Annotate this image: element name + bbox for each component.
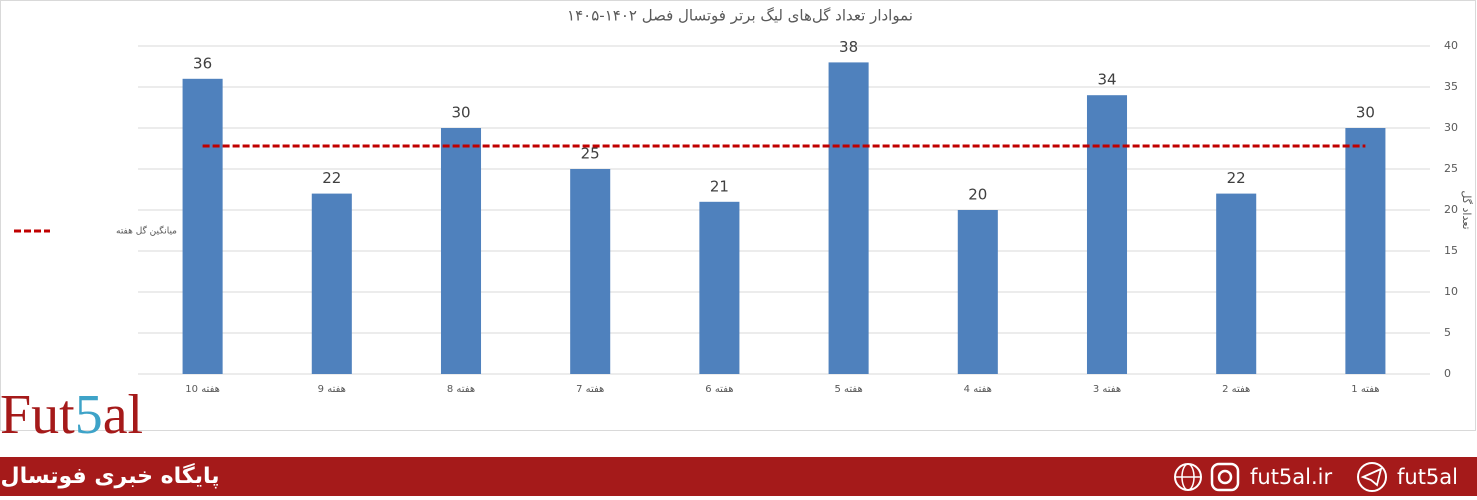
- y-tick-label: 5: [1444, 326, 1451, 339]
- chart-title: نموادار تعداد گل‌های لیگ برتر فوتسال فصل…: [567, 7, 913, 25]
- logo-part: Fut: [0, 384, 75, 446]
- y-tick-label: 20: [1444, 203, 1458, 216]
- instagram-icon: [1210, 462, 1240, 492]
- data-label: 30: [451, 104, 470, 122]
- footer-website: fut5al.ir: [1250, 465, 1333, 489]
- bar: [699, 201, 740, 374]
- logo: Fut5al: [0, 384, 143, 446]
- data-label: 22: [322, 169, 341, 187]
- legend-label: میانگین گل هفته: [116, 225, 177, 237]
- x-tick-label: هفته 8: [447, 384, 475, 395]
- x-tick-label: هفته 1: [1351, 384, 1379, 395]
- y-tick-label: 25: [1444, 162, 1458, 175]
- footer-telegram: fut5al: [1397, 465, 1458, 489]
- bar: [440, 128, 482, 374]
- footer-tagline: پایگاه خبری فوتسال: [0, 462, 219, 489]
- telegram-icon: [1357, 462, 1387, 492]
- bar: [957, 210, 998, 374]
- bar: [311, 193, 352, 374]
- bar: [1345, 128, 1386, 374]
- y-tick-label: 10: [1444, 285, 1458, 298]
- data-label: 22: [1227, 169, 1246, 187]
- data-label: 20: [968, 186, 987, 204]
- bar: [570, 169, 611, 374]
- data-label: 25: [581, 145, 600, 163]
- y-tick-label: 35: [1444, 80, 1458, 93]
- logo-part: al: [103, 384, 143, 446]
- bar: [1216, 193, 1257, 374]
- y-tick-label: 0: [1444, 367, 1451, 380]
- bar: [182, 78, 223, 375]
- y-tick-label: 15: [1444, 244, 1458, 257]
- x-tick-label: هفته 10: [185, 384, 220, 395]
- bar: [1086, 95, 1128, 374]
- instagram-icon-part: [1217, 469, 1233, 485]
- y-tick-label: 40: [1444, 39, 1458, 52]
- data-label: 21: [710, 177, 729, 195]
- data-label: 34: [1097, 71, 1116, 89]
- y-axis-label: تعداد گل: [1460, 190, 1473, 229]
- x-tick-label: هفته 5: [834, 384, 862, 395]
- x-tick-label: هفته 7: [576, 384, 604, 395]
- data-label: 36: [193, 54, 212, 72]
- bar: [828, 62, 869, 375]
- x-tick-label: هفته 3: [1093, 384, 1121, 395]
- y-tick-label: 30: [1444, 121, 1458, 134]
- x-tick-label: هفته 2: [1222, 384, 1250, 395]
- data-label: 30: [1356, 104, 1375, 122]
- telegram-icon-part: [1360, 467, 1383, 487]
- x-tick-label: هفته 6: [705, 384, 733, 395]
- x-tick-label: هفته 9: [318, 384, 346, 395]
- x-tick-label: هفته 4: [964, 384, 992, 395]
- data-label: 38: [839, 38, 858, 56]
- logo-text: Fut5al: [0, 384, 143, 446]
- logo-part: 5: [75, 384, 103, 446]
